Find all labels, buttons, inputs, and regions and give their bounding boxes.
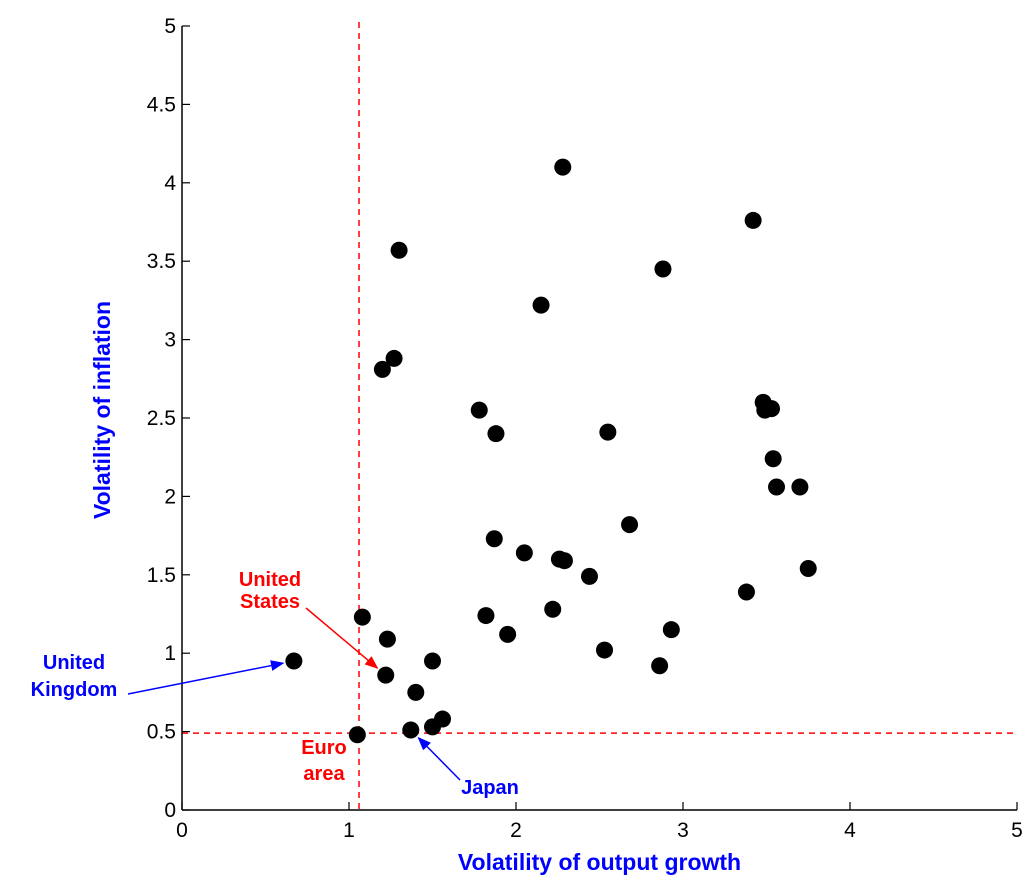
annotation-label: Euro area: [301, 737, 347, 785]
data-point: [544, 600, 562, 618]
annotation-arrow: [127, 660, 285, 695]
data-point: [378, 630, 396, 648]
y-tick-label: 0.5: [147, 721, 176, 744]
data-points: [285, 158, 817, 744]
y-tick-label: 1.5: [147, 564, 176, 587]
annotation-line: Japan: [461, 777, 519, 799]
data-point: [768, 478, 786, 496]
x-tick-label: 4: [844, 819, 856, 842]
y-tick-label: 0: [164, 799, 176, 822]
data-point: [791, 478, 809, 496]
data-point: [764, 450, 782, 468]
data-point: [744, 211, 762, 229]
annotation-line: States: [240, 591, 300, 613]
x-axis-title: Volatility of output growth: [458, 849, 741, 875]
data-point: [621, 516, 639, 534]
y-tick-label: 4.5: [147, 93, 176, 116]
reference-lines: [182, 22, 1017, 810]
data-point: [390, 241, 408, 259]
annotation-line: area: [303, 763, 345, 785]
y-tick-label: 3.5: [147, 250, 176, 273]
data-point: [596, 641, 614, 659]
annotation-line: Euro: [301, 737, 347, 759]
x-tick-label: 3: [677, 819, 689, 842]
data-point: [555, 552, 573, 570]
data-point: [385, 349, 403, 367]
data-point: [424, 652, 441, 670]
x-tick-label: 1: [343, 819, 355, 842]
annotation-line: United: [239, 569, 301, 591]
x-axis-ticks: 0 1 2 3 4 5: [176, 802, 1023, 842]
data-point: [515, 544, 533, 562]
data-point: [407, 683, 425, 701]
data-point: [737, 583, 755, 601]
data-point: [373, 360, 391, 378]
data-point: [434, 710, 452, 728]
y-axis-title: Volatility of inflation: [89, 301, 115, 519]
y-axis-ticks: 0 0.5 1 1.5 2 2.5 3 3.5 4 4.5 5: [147, 15, 190, 822]
data-point: [554, 158, 572, 176]
y-tick-label: 4: [164, 172, 176, 195]
data-point: [654, 260, 672, 278]
data-point: [402, 721, 420, 739]
axes: [181, 26, 1017, 811]
x-tick-label: 5: [1011, 819, 1023, 842]
y-tick-label: 3: [164, 329, 176, 352]
y-tick-label: 5: [164, 15, 176, 38]
data-point: [662, 621, 680, 639]
data-point: [477, 607, 495, 625]
data-point: [599, 423, 617, 441]
data-point: [377, 666, 395, 684]
data-point: [487, 425, 505, 443]
annotation-label: United States: [239, 569, 301, 613]
data-point: [763, 400, 781, 418]
data-point: [499, 625, 517, 643]
annotation-label: United Kingdom: [31, 652, 118, 701]
data-point: [651, 657, 669, 675]
data-point: [532, 296, 550, 314]
data-point: [348, 726, 366, 744]
y-tick-label: 1: [164, 642, 176, 665]
annotation-line: Kingdom: [31, 679, 118, 701]
x-tick-label: 2: [510, 819, 522, 842]
y-tick-label: 2.5: [147, 407, 176, 430]
annotation-arrow: [417, 736, 461, 781]
data-point: [580, 567, 598, 585]
data-point: [353, 608, 371, 626]
data-point: [485, 530, 503, 548]
data-point: [799, 560, 817, 578]
annotation-line: United: [43, 652, 105, 674]
data-point: [470, 401, 488, 419]
data-point: [285, 652, 303, 670]
y-tick-label: 2: [164, 485, 176, 508]
x-tick-label: 0: [176, 819, 188, 842]
annotation-label: Japan: [461, 777, 519, 799]
annotation-arrow: [305, 607, 379, 669]
